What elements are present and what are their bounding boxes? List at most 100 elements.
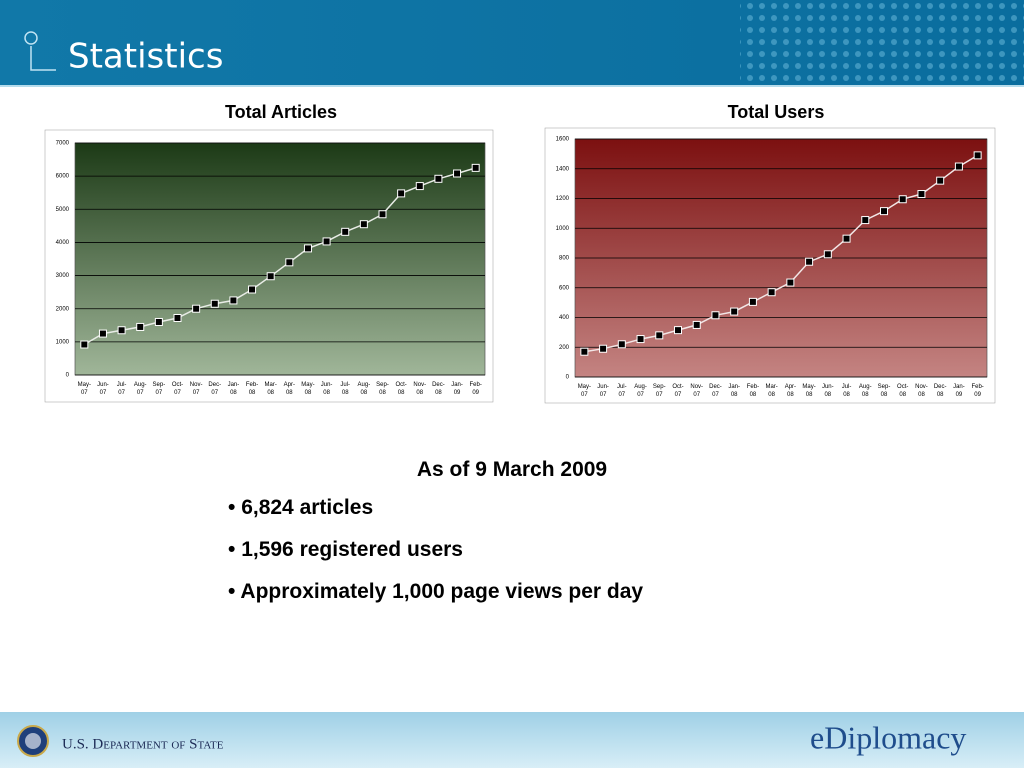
header-dots bbox=[740, 0, 1024, 86]
y-tick-label: 1000 bbox=[56, 339, 70, 345]
data-point bbox=[434, 174, 443, 183]
data-point bbox=[378, 210, 387, 219]
y-tick-label: 1400 bbox=[556, 166, 570, 172]
data-point bbox=[285, 258, 294, 267]
x-tick-label: Jan-09 bbox=[953, 384, 965, 398]
x-tick-label: Sep-07 bbox=[153, 382, 166, 396]
x-tick-label: Oct-07 bbox=[172, 382, 183, 396]
x-tick-label: May-07 bbox=[578, 384, 591, 398]
y-tick-label: 0 bbox=[66, 373, 70, 379]
data-point bbox=[711, 311, 720, 320]
seal bbox=[25, 733, 41, 749]
x-tick-label: Dec-08 bbox=[432, 382, 445, 396]
data-point bbox=[173, 313, 182, 322]
data-point bbox=[415, 182, 424, 191]
y-tick-label: 800 bbox=[559, 256, 570, 262]
data-point bbox=[359, 220, 368, 229]
x-tick-label: Aug-07 bbox=[134, 382, 147, 396]
data-point bbox=[861, 216, 870, 225]
data-point bbox=[786, 278, 795, 287]
x-tick-label: Jul-08 bbox=[842, 384, 852, 398]
data-point bbox=[730, 307, 739, 316]
data-point bbox=[805, 257, 814, 266]
data-point bbox=[471, 163, 480, 172]
x-tick-label: Feb-08 bbox=[747, 384, 759, 398]
plot-area bbox=[74, 142, 486, 376]
x-tick-label: Jul-07 bbox=[617, 384, 627, 398]
x-tick-label: May-07 bbox=[78, 382, 91, 396]
data-point bbox=[767, 288, 776, 297]
data-point bbox=[98, 329, 107, 338]
x-tick-label: Oct-08 bbox=[395, 382, 406, 396]
bullet: 1,596 registered users bbox=[228, 538, 1024, 562]
data-line bbox=[83, 167, 476, 346]
x-tick-label: Dec-07 bbox=[208, 382, 221, 396]
data-point bbox=[842, 234, 851, 243]
y-tick-label: 200 bbox=[559, 345, 570, 351]
summary: As of 9 March 2009 6,824 articles 1,596 … bbox=[0, 458, 1024, 622]
data-point bbox=[973, 151, 982, 160]
data-point bbox=[341, 227, 350, 236]
data-point bbox=[192, 304, 201, 313]
x-tick-label: Jun-08 bbox=[822, 384, 834, 398]
data-point bbox=[80, 340, 89, 349]
bullet: Approximately 1,000 page views per day bbox=[228, 580, 1024, 604]
x-tick-label: May-08 bbox=[802, 384, 815, 398]
data-point bbox=[248, 285, 257, 294]
x-tick-label: Sep-07 bbox=[653, 384, 666, 398]
data-point bbox=[229, 296, 238, 305]
x-tick-label: Oct-08 bbox=[897, 384, 908, 398]
y-tick-label: 1000 bbox=[556, 226, 570, 232]
x-tick-label: Nov-07 bbox=[190, 382, 203, 396]
x-tick-label: Nov-08 bbox=[915, 384, 928, 398]
chart-title: Total Users bbox=[728, 102, 825, 122]
data-point bbox=[636, 335, 645, 344]
y-tick-label: 600 bbox=[559, 285, 570, 291]
x-tick-label: Jan-08 bbox=[728, 384, 740, 398]
x-tick-label: Feb-09 bbox=[470, 382, 482, 396]
x-tick-label: Nov-07 bbox=[690, 384, 703, 398]
data-point bbox=[210, 299, 219, 308]
x-tick-label: Jul-08 bbox=[340, 382, 350, 396]
summary-heading: As of 9 March 2009 bbox=[416, 458, 608, 481]
y-tick-label: 5000 bbox=[56, 207, 70, 213]
data-point bbox=[303, 244, 312, 253]
x-tick-label: Oct-07 bbox=[672, 384, 683, 398]
data-point bbox=[117, 326, 126, 335]
x-tick-label: Apr-08 bbox=[785, 384, 796, 398]
data-line bbox=[584, 154, 978, 353]
x-tick-label: Jun-07 bbox=[97, 382, 109, 396]
data-point bbox=[655, 331, 664, 340]
x-tick-label: Jun-07 bbox=[597, 384, 609, 398]
data-point bbox=[880, 207, 888, 216]
x-tick-label: Jul-07 bbox=[117, 382, 127, 396]
data-point bbox=[823, 250, 832, 259]
bullet: 6,824 articles bbox=[228, 496, 1024, 520]
y-tick-label: 400 bbox=[559, 315, 570, 321]
x-tick-label: Sep-08 bbox=[878, 384, 891, 398]
data-point bbox=[136, 322, 145, 331]
y-tick-label: 3000 bbox=[56, 273, 70, 279]
data-point bbox=[580, 347, 589, 356]
x-tick-label: Jan-09 bbox=[451, 382, 463, 396]
ediplomacy-logo: eDiplomacy bbox=[810, 719, 966, 755]
x-tick-label: Sep-08 bbox=[376, 382, 389, 396]
slide-title: Statistics bbox=[68, 37, 223, 77]
x-tick-label: Jun-08 bbox=[321, 382, 333, 396]
data-point bbox=[617, 340, 626, 349]
bullet-list: 6,824 articles 1,596 registered users Ap… bbox=[0, 496, 1024, 604]
header-icon bbox=[24, 31, 38, 45]
x-tick-label: Feb-08 bbox=[246, 382, 258, 396]
y-tick-label: 1200 bbox=[556, 196, 570, 202]
data-point bbox=[322, 237, 331, 246]
agency-name: U.S. Department of State bbox=[62, 736, 224, 752]
y-tick-label: 1600 bbox=[556, 137, 570, 143]
x-tick-label: Aug-08 bbox=[859, 384, 872, 398]
y-tick-label: 0 bbox=[566, 375, 570, 381]
data-point bbox=[917, 190, 926, 199]
x-tick-label: Apr-08 bbox=[284, 382, 295, 396]
data-point bbox=[748, 297, 757, 306]
x-tick-label: Dec-07 bbox=[709, 384, 722, 398]
header-icon bbox=[30, 46, 56, 71]
